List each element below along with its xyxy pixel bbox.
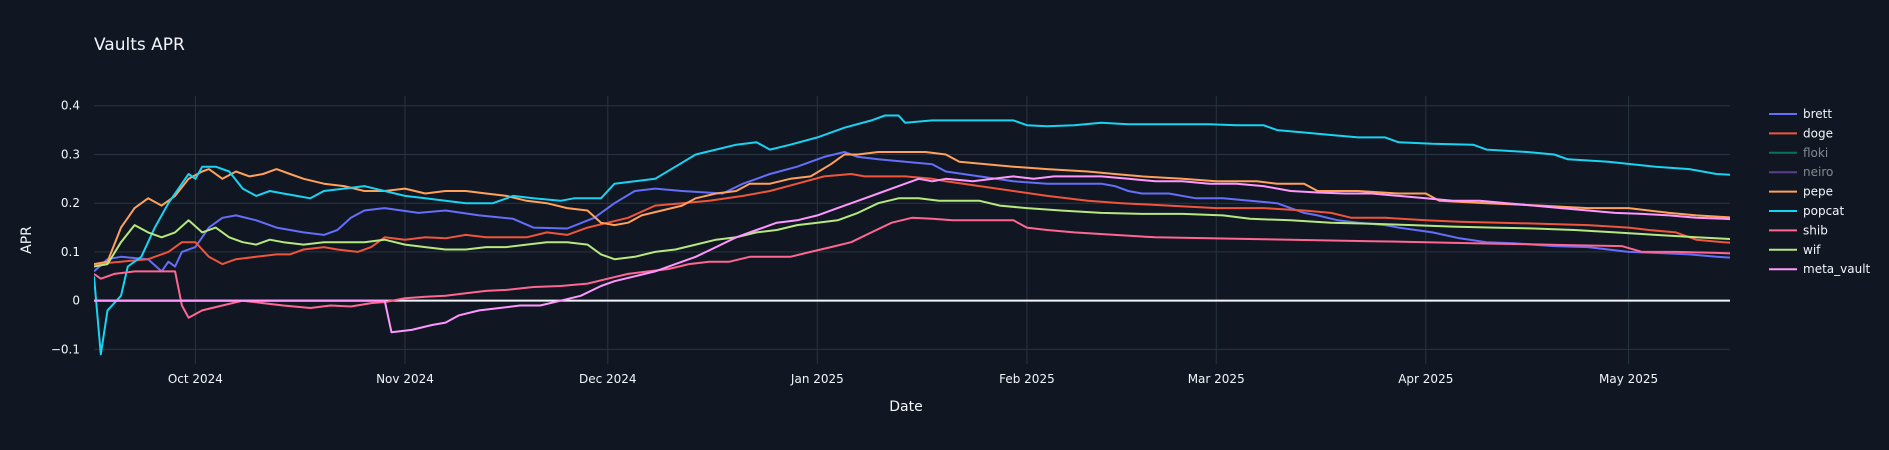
y-tick-label: 0.3	[61, 147, 80, 161]
legend-item-neiro[interactable]: neiro	[1769, 165, 1833, 179]
x-tick-label: Feb 2025	[999, 372, 1055, 386]
series-line-wif	[94, 197, 1730, 268]
legend-item-meta_vault[interactable]: meta_vault	[1769, 262, 1871, 276]
y-tick-label: −0.1	[51, 342, 80, 356]
legend-label: doge	[1803, 126, 1833, 140]
x-tick-label: Jan 2025	[790, 372, 844, 386]
legend-label: popcat	[1803, 204, 1845, 218]
y-axis-title: APR	[19, 226, 35, 254]
x-tick-labels: Oct 2024 Nov 2024 Dec 2024 Jan 2025 Feb 2025…	[168, 372, 1658, 386]
x-tick-label: Dec 2024	[579, 372, 637, 386]
grid-lines	[94, 96, 1730, 364]
legend: brett doge floki neiro pepe popcat shib wif meta…	[1769, 107, 1871, 276]
legend-item-wif[interactable]: wif	[1769, 243, 1821, 257]
y-tick-label: 0	[72, 294, 80, 308]
legend-label: floki	[1803, 146, 1828, 160]
legend-item-brett[interactable]: brett	[1769, 107, 1832, 121]
legend-label: pepe	[1803, 185, 1833, 199]
x-axis-title: Date	[889, 399, 922, 415]
series-lines	[94, 114, 1730, 356]
legend-label: brett	[1803, 107, 1832, 121]
x-tick-label: Nov 2024	[376, 372, 434, 386]
series-line-brett	[94, 151, 1730, 273]
legend-item-shib[interactable]: shib	[1769, 223, 1828, 237]
legend-label: meta_vault	[1803, 262, 1871, 276]
y-tick-label: 0.2	[61, 196, 80, 210]
series-line-doge	[94, 173, 1730, 266]
y-tick-labels: −0.1 0 0.1 0.2 0.3 0.4	[51, 99, 80, 357]
legend-label: wif	[1803, 243, 1821, 257]
legend-item-floki[interactable]: floki	[1769, 146, 1828, 160]
x-tick-label: Mar 2025	[1188, 372, 1245, 386]
legend-item-popcat[interactable]: popcat	[1769, 204, 1845, 218]
series-line-meta_vault	[94, 175, 1730, 334]
legend-label: shib	[1803, 223, 1828, 237]
series-line-shib	[94, 216, 1730, 319]
x-tick-label: Oct 2024	[168, 372, 223, 386]
y-tick-label: 0.1	[61, 245, 80, 259]
legend-item-doge[interactable]: doge	[1769, 126, 1833, 140]
series-line-popcat	[94, 114, 1730, 356]
series-line-pepe	[94, 151, 1730, 266]
legend-item-pepe[interactable]: pepe	[1769, 185, 1833, 199]
x-tick-label: Apr 2025	[1398, 372, 1453, 386]
x-tick-label: May 2025	[1599, 372, 1658, 386]
y-tick-label: 0.4	[61, 99, 80, 113]
legend-label: neiro	[1803, 165, 1833, 179]
chart-title: Vaults APR	[94, 35, 185, 55]
